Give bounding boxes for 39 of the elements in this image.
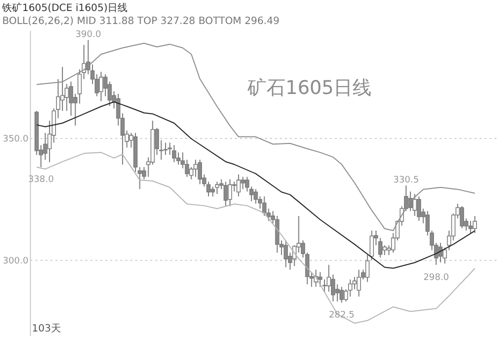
candlestick [254, 188, 258, 204]
candlestick [412, 193, 417, 216]
annotation: 330.5 [393, 175, 419, 186]
candlestick [214, 181, 220, 194]
y-tick-label: 350.0 [2, 134, 29, 144]
candlestick [425, 210, 430, 236]
chart-title: 铁矿1605(DCE i1605)日线 [1, 2, 128, 14]
annotation: 390.0 [75, 30, 102, 40]
candlestick [460, 206, 464, 229]
candlestick [352, 276, 357, 290]
candlestick [245, 176, 250, 192]
annotation: 298.0 [423, 272, 450, 283]
candlestick [163, 142, 168, 156]
candlestick [98, 71, 104, 102]
candlestick [240, 176, 245, 190]
candlestick [284, 240, 288, 268]
candlestick [249, 186, 254, 202]
candlestick [472, 215, 477, 234]
candlestick [184, 159, 190, 178]
candlestick [340, 286, 344, 304]
candlestick [468, 220, 473, 234]
annotation: 103天 [32, 324, 61, 335]
annotation: 矿石1605日线 [246, 77, 372, 100]
candlestick [318, 272, 322, 288]
candlestick [176, 152, 181, 166]
candlestick [236, 174, 241, 197]
chart-subtitle: BOLL(26,26,2) MID 311.88 TOP 327.28 BOTTOM 296.49 [2, 16, 280, 28]
candlestick [228, 178, 232, 207]
candlestick [258, 196, 262, 210]
candlestick [60, 66, 65, 112]
y-tick-label: 300.0 [2, 256, 29, 266]
candlestick [224, 181, 228, 207]
candlestick [206, 181, 211, 197]
annotation: 338.0 [28, 175, 54, 186]
candlestick [68, 81, 74, 116]
candlestick [416, 196, 422, 222]
candlestick [348, 278, 352, 298]
candlestick [356, 269, 361, 298]
candlestick [142, 166, 146, 180]
